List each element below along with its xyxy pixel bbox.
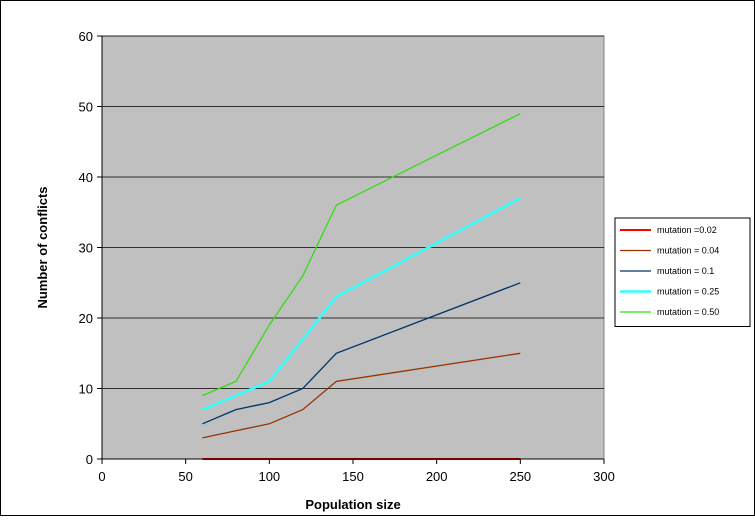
y-tick-label: 20 (79, 311, 93, 326)
legend: mutation =0.02 mutation = 0.04 mutation = … (614, 217, 751, 327)
y-tick-label: 30 (79, 241, 93, 256)
y-tick-label: 60 (79, 29, 93, 44)
y-tick-label: 50 (79, 100, 93, 115)
series-line (202, 113, 521, 397)
series-line (201, 196, 521, 411)
gridlines (102, 35, 604, 389)
legend-label: mutation = 0.1 (657, 266, 714, 276)
axes: 0 10 20 30 40 50 60 0 50 100 150 200 250 300 (79, 29, 615, 484)
y-tick-label: 10 (79, 382, 93, 397)
series-line (202, 282, 521, 425)
y-axis-title: Number of conflicts (35, 186, 50, 308)
legend-label: mutation = 0.04 (657, 246, 719, 256)
legend-label: mutation = 0.50 (657, 307, 719, 317)
x-tick-label: 250 (509, 469, 531, 484)
legend-box (614, 217, 751, 327)
legend-label: mutation = 0.25 (657, 287, 719, 297)
x-tick-label: 100 (258, 469, 280, 484)
x-tick-label: 300 (593, 469, 615, 484)
x-tick-label: 150 (342, 469, 364, 484)
x-tick-label: 0 (98, 469, 105, 484)
x-tick-label: 50 (178, 469, 192, 484)
y-tick-label: 0 (86, 452, 93, 467)
y-tick-label: 40 (79, 170, 93, 185)
series-line (202, 352, 521, 439)
legend-label: mutation =0.02 (657, 225, 717, 235)
x-axis-title: Population size (305, 497, 400, 512)
x-tick-label: 200 (426, 469, 448, 484)
